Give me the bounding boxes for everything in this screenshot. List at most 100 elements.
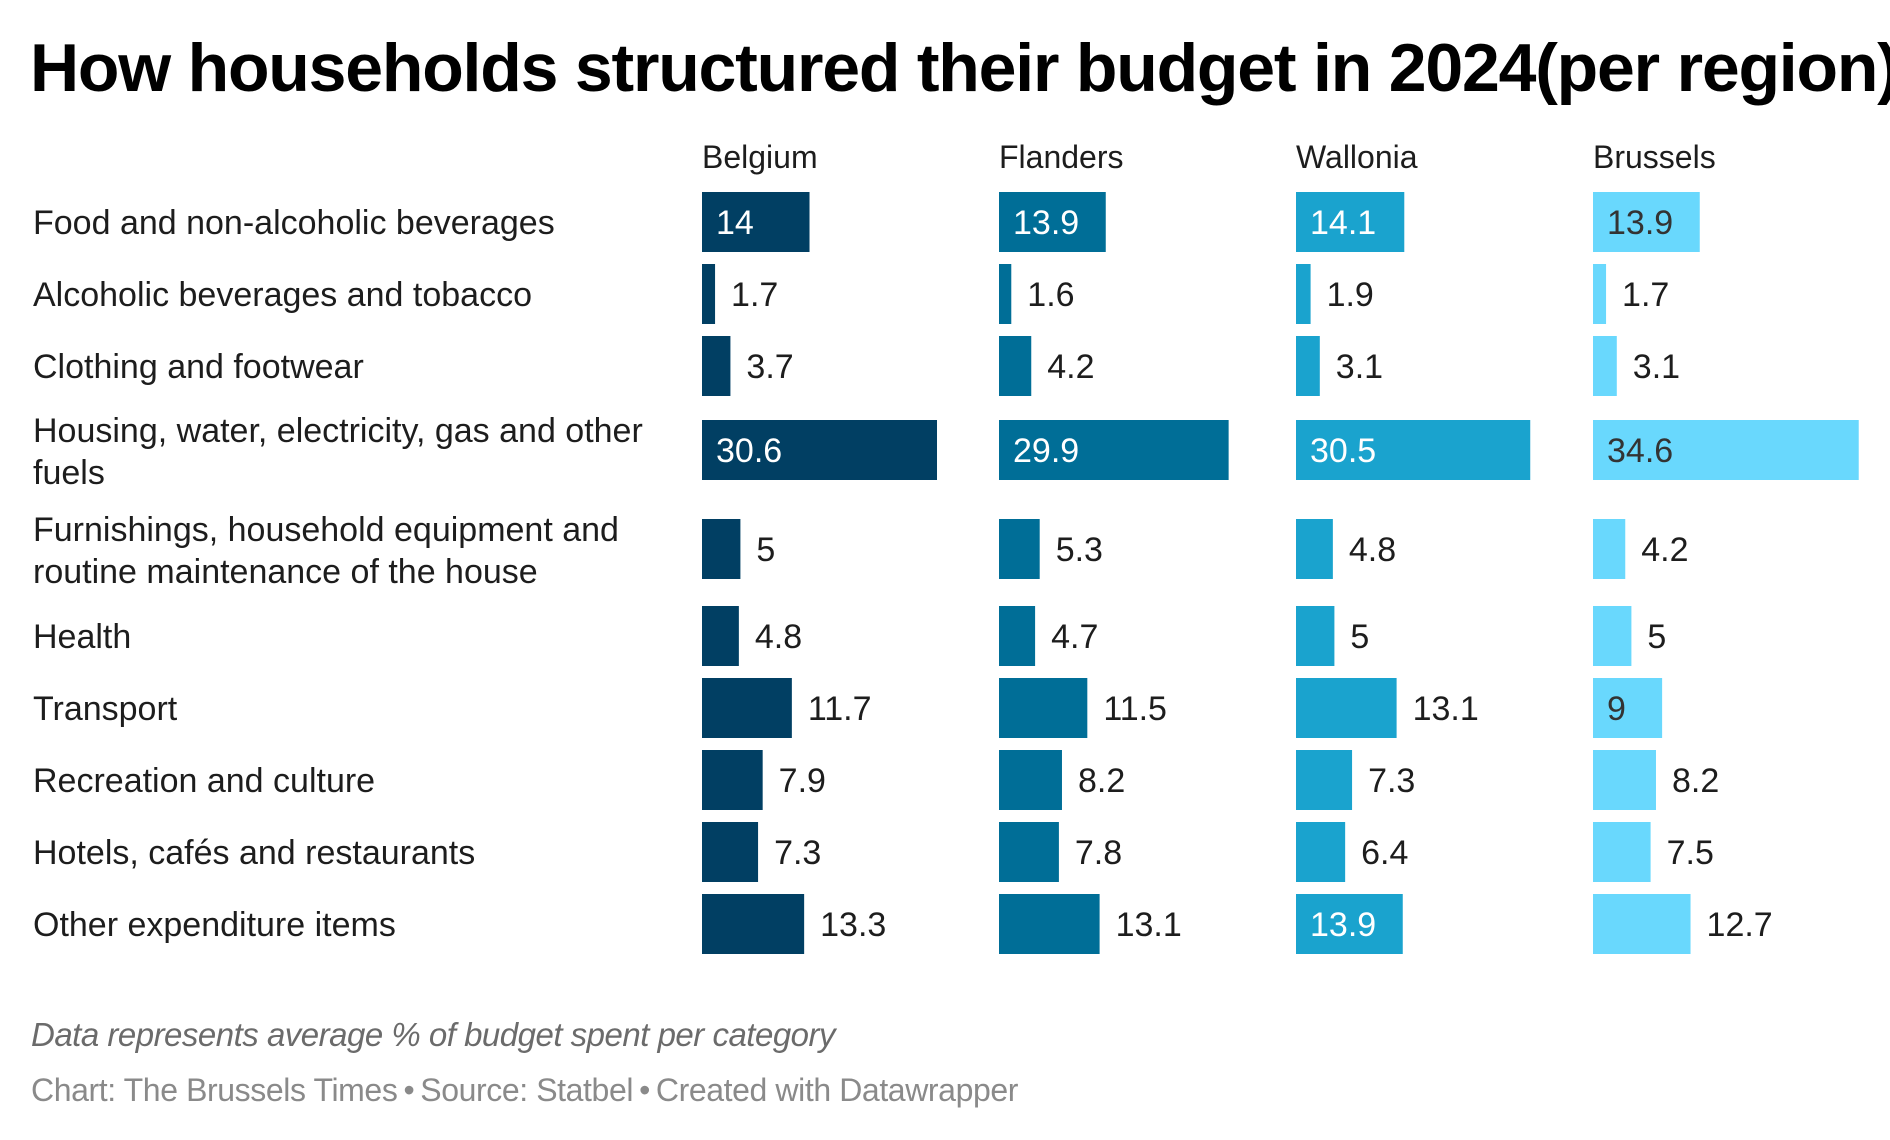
bar-brussels: [1593, 606, 1632, 666]
value-label: 13.9: [1607, 204, 1673, 242]
row-label: Transport: [33, 690, 178, 728]
row-label: Alcoholic beverages and tobacco: [33, 276, 532, 314]
row-label: Housing, water, electricity, gas and oth…: [33, 412, 643, 492]
credit-chart: Chart: The Brussels Times: [31, 1072, 398, 1108]
column-header-wallonia: Wallonia: [1296, 139, 1418, 175]
value-label: 4.2: [1641, 531, 1688, 569]
value-label: 4.7: [1051, 618, 1098, 656]
bar-brussels: [1593, 894, 1691, 954]
bar-flanders: [999, 750, 1062, 810]
value-label: 4.2: [1047, 348, 1094, 386]
credit-tool[interactable]: Created with Datawrapper: [655, 1072, 1019, 1108]
bar-brussels: [1593, 519, 1626, 579]
bar-belgium: [702, 192, 810, 252]
bar-brussels: [1593, 336, 1617, 396]
value-label: 5: [1350, 618, 1369, 656]
value-label: 1.7: [1622, 276, 1669, 314]
value-label: 14: [716, 204, 754, 242]
value-label: 13.9: [1013, 204, 1079, 242]
value-label: 13.1: [1116, 906, 1182, 944]
bar-flanders: [999, 336, 1032, 396]
bar-wallonia: [1296, 336, 1320, 396]
chart-title: How households structured their budget i…: [30, 30, 1890, 106]
bar-flanders: [999, 678, 1088, 738]
row-label: Recreation and culture: [33, 762, 375, 800]
value-label: 13.3: [820, 906, 886, 944]
bar-wallonia: [1296, 750, 1353, 810]
row-label: Health: [33, 618, 131, 656]
bar-wallonia: [1296, 264, 1311, 324]
credit-separator: •: [639, 1072, 650, 1108]
value-label: 5: [756, 531, 775, 569]
value-label: 4.8: [1349, 531, 1396, 569]
value-label: 7.9: [779, 762, 826, 800]
value-label: 1.6: [1027, 276, 1074, 314]
bar-flanders: [999, 420, 1229, 480]
bar-belgium: [702, 264, 716, 324]
column-header-belgium: Belgium: [702, 139, 818, 175]
bar-chart: Belgium Flanders Wallonia Brussels Food and …: [33, 139, 1859, 954]
bar-belgium: [702, 420, 938, 480]
value-label: 8.2: [1672, 762, 1719, 800]
bar-belgium: [702, 519, 741, 579]
bar-brussels: [1593, 420, 1859, 480]
value-label: 14.1: [1310, 204, 1376, 242]
bar-brussels: [1593, 192, 1700, 252]
value-label: 5.3: [1056, 531, 1103, 569]
value-label: 7.5: [1667, 834, 1714, 872]
column-header-flanders: Flanders: [999, 139, 1124, 175]
bar-belgium: [702, 750, 763, 810]
value-label: 6.4: [1361, 834, 1408, 872]
value-label: 11.5: [1103, 690, 1167, 728]
bar-brussels: [1593, 678, 1663, 738]
footer-credit: Chart: The Brussels Times • Source: Statbe…: [31, 1072, 1018, 1109]
bar-flanders: [999, 519, 1040, 579]
bar-wallonia: [1296, 678, 1397, 738]
column-header-brussels: Brussels: [1593, 139, 1716, 175]
bar-belgium: [702, 678, 792, 738]
value-label: 8.2: [1078, 762, 1125, 800]
bar-brussels: [1593, 264, 1607, 324]
bar-wallonia: [1296, 894, 1403, 954]
bar-belgium: [702, 336, 731, 396]
bar-wallonia: [1296, 519, 1333, 579]
bar-wallonia: [1296, 192, 1405, 252]
value-label: 5: [1647, 618, 1666, 656]
bar-flanders: [999, 192, 1106, 252]
bar-flanders: [999, 606, 1036, 666]
value-label: 30.5: [1310, 432, 1376, 470]
bar-brussels: [1593, 750, 1656, 810]
bar-wallonia: [1296, 420, 1531, 480]
bar-brussels: [1593, 822, 1651, 882]
bar-belgium: [702, 606, 739, 666]
credit-source: Source: Statbel: [420, 1072, 634, 1108]
row-label: Clothing and footwear: [33, 348, 364, 386]
value-label: 34.6: [1607, 432, 1673, 470]
bar-flanders: [999, 894, 1100, 954]
value-label: 7.8: [1075, 834, 1122, 872]
value-label: 3.1: [1633, 348, 1680, 386]
value-label: 9: [1607, 690, 1626, 728]
row-label: Furnishings, household equipment and rout…: [33, 511, 619, 591]
value-label: 11.7: [808, 690, 872, 728]
value-label: 13.1: [1413, 690, 1479, 728]
row-label: Food and non-alcoholic beverages: [33, 204, 555, 242]
value-label: 13.9: [1310, 906, 1376, 944]
row-label: Other expenditure items: [33, 906, 396, 944]
bar-wallonia: [1296, 822, 1346, 882]
value-label: 7.3: [774, 834, 821, 872]
footer-note: Data represents average % of budget spen…: [31, 1016, 836, 1053]
value-label: 7.3: [1368, 762, 1415, 800]
value-label: 1.9: [1327, 276, 1374, 314]
bar-flanders: [999, 822, 1059, 882]
value-label: 30.6: [716, 432, 782, 470]
bar-wallonia: [1296, 606, 1335, 666]
bar-belgium: [702, 822, 759, 882]
row-label: Hotels, cafés and restaurants: [33, 834, 475, 872]
value-label: 29.9: [1013, 432, 1079, 470]
bar-belgium: [702, 894, 805, 954]
value-label: 12.7: [1707, 906, 1773, 944]
value-label: 1.7: [731, 276, 778, 314]
value-label: 4.8: [755, 618, 802, 656]
value-label: 3.1: [1336, 348, 1383, 386]
